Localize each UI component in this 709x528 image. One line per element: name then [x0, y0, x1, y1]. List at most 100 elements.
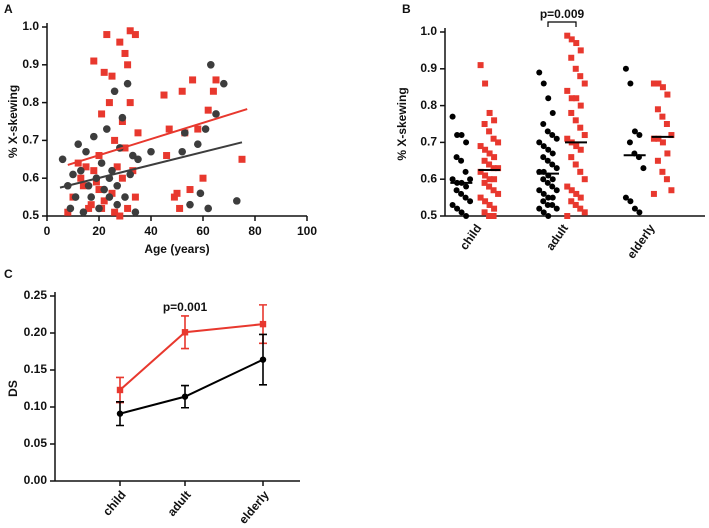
marker	[664, 91, 671, 98]
marker	[486, 161, 493, 168]
marker	[553, 187, 560, 194]
marker	[481, 121, 488, 127]
marker	[572, 161, 579, 168]
marker	[544, 128, 551, 135]
marker	[553, 205, 560, 212]
y-tick-label: 0.9	[22, 57, 39, 71]
marker	[458, 190, 465, 197]
marker	[189, 76, 197, 84]
marker	[540, 190, 547, 197]
marker	[116, 38, 124, 46]
marker	[581, 176, 588, 183]
y-tick-label: 0.00	[24, 473, 48, 487]
y-tick-label: 0.10	[24, 399, 48, 413]
y-tick-label: 0.9	[420, 61, 437, 75]
trend-line	[67, 108, 248, 166]
y-tick-label: 1.0	[22, 19, 39, 33]
marker	[549, 183, 556, 190]
marker	[581, 132, 588, 139]
marker	[113, 200, 121, 209]
marker	[659, 113, 666, 120]
marker	[577, 47, 584, 54]
marker	[84, 181, 93, 190]
marker	[491, 205, 498, 212]
marker	[103, 125, 111, 133]
marker	[454, 132, 461, 139]
marker	[207, 61, 215, 69]
x-axis-label: Age (years)	[144, 242, 209, 256]
marker	[544, 201, 551, 208]
y-tick-label: 0.15	[24, 362, 48, 376]
marker	[481, 157, 488, 164]
marker	[626, 139, 633, 146]
marker	[568, 187, 575, 194]
y-tick-label: 0.6	[22, 170, 39, 184]
marker	[87, 201, 95, 209]
marker	[490, 187, 497, 194]
panel-label: B	[402, 2, 411, 16]
marker	[64, 208, 72, 216]
x-tick-label: 0	[44, 224, 51, 238]
marker	[553, 135, 560, 142]
marker	[540, 198, 547, 205]
marker	[108, 72, 116, 80]
x-tick-label: elderly	[236, 488, 272, 527]
marker	[659, 139, 666, 146]
marker	[173, 189, 181, 197]
marker	[545, 194, 552, 201]
marker	[453, 154, 460, 161]
x-tick-label: 100	[297, 224, 317, 238]
y-tick-label: 0.6	[420, 171, 437, 185]
marker	[186, 200, 194, 209]
marker	[564, 32, 571, 39]
marker	[454, 205, 461, 212]
marker	[453, 187, 460, 194]
marker	[486, 128, 493, 135]
marker	[654, 157, 661, 164]
marker	[549, 132, 556, 139]
marker	[126, 27, 134, 35]
marker	[564, 183, 571, 190]
marker	[74, 159, 82, 167]
marker	[659, 84, 666, 91]
marker	[124, 61, 132, 69]
marker	[482, 198, 489, 205]
marker	[194, 125, 202, 133]
marker	[573, 143, 580, 150]
marker	[491, 117, 498, 124]
marker	[568, 95, 575, 102]
marker	[540, 121, 547, 127]
marker	[201, 125, 210, 133]
marker	[545, 213, 552, 219]
marker	[124, 204, 132, 212]
y-axis-label: % X-skewing	[395, 87, 409, 160]
y-axis-label: DS	[6, 380, 20, 397]
marker	[477, 143, 484, 150]
marker	[196, 189, 205, 198]
marker	[165, 125, 173, 133]
trend-line	[59, 141, 243, 189]
marker	[458, 132, 465, 139]
marker	[482, 146, 489, 153]
x-tick-label: child	[457, 222, 485, 253]
marker	[568, 54, 575, 61]
marker	[486, 183, 493, 190]
marker	[482, 80, 489, 87]
marker	[486, 176, 493, 183]
marker	[449, 201, 456, 208]
marker	[545, 95, 552, 102]
marker	[77, 166, 85, 175]
marker	[116, 212, 124, 220]
marker	[170, 193, 178, 201]
marker	[163, 152, 171, 160]
marker	[495, 139, 502, 146]
marker	[477, 194, 484, 201]
marker	[194, 140, 202, 148]
marker	[627, 198, 634, 205]
marker	[463, 183, 470, 190]
marker	[204, 204, 212, 213]
marker	[87, 193, 95, 201]
marker	[536, 139, 543, 146]
marker	[95, 186, 103, 194]
marker	[113, 181, 121, 190]
